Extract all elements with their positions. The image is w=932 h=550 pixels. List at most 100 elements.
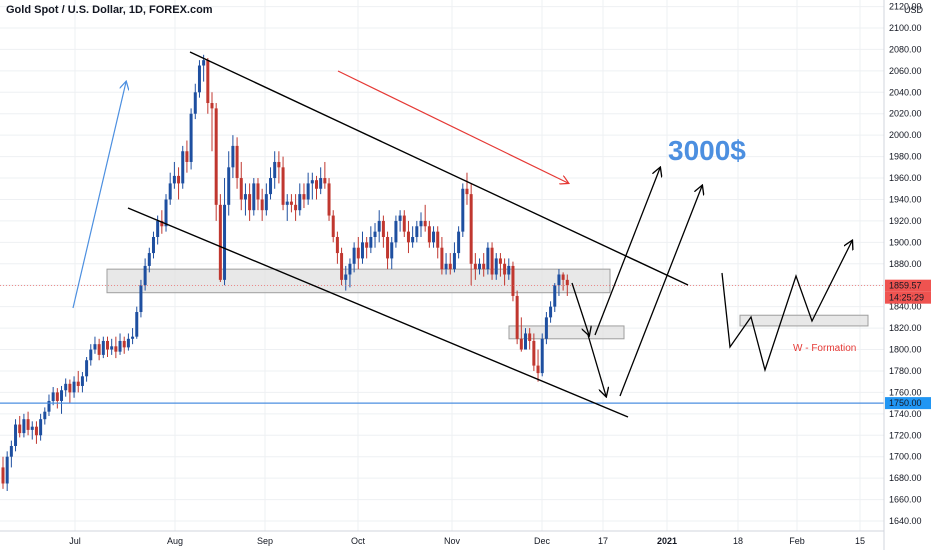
- candle-body: [498, 258, 502, 264]
- y-axis[interactable]: 1640.00 1660.00 1680.00 1700.00 1720.00 1740.…: [883, 0, 924, 550]
- candle-body: [365, 242, 369, 248]
- candle-body: [486, 247, 490, 270]
- chart-title: Gold Spot / U.S. Dollar, 1D, FOREX.com: [6, 4, 213, 16]
- support-zone-small: [508, 325, 625, 340]
- y-tick-label: 1740.00: [889, 409, 922, 419]
- y-tick-label: 2100.00: [889, 23, 922, 33]
- level-badge-bg: [885, 397, 931, 410]
- target-annotation: 3000$: [668, 135, 746, 166]
- candle-body: [85, 360, 89, 377]
- x-tick-label: Oct: [351, 536, 366, 546]
- projection-arrow-1: [571, 282, 589, 335]
- candle-body: [231, 145, 235, 168]
- y-tick-label: 1880.00: [889, 259, 922, 269]
- countdown-badge: 14:25:29: [889, 293, 924, 303]
- x-axis[interactable]: Jul Aug Sep Oct Nov Dec 17 2021 18 Feb 15: [0, 530, 884, 546]
- candle-body: [227, 167, 231, 205]
- candle-body: [164, 199, 168, 227]
- x-tick-label: Feb: [789, 536, 805, 546]
- candle-body: [544, 317, 548, 339]
- candle-body: [93, 344, 97, 350]
- candle-body: [323, 178, 327, 184]
- y-tick-label: 1820.00: [889, 323, 922, 333]
- y-tick-label: 1800.00: [889, 345, 922, 355]
- candle-body: [507, 265, 511, 275]
- countdown-badge-bg: [885, 291, 931, 304]
- candle-body: [536, 365, 540, 374]
- candle-body: [331, 215, 335, 237]
- candle-body: [411, 236, 415, 243]
- y-tick-label: 2060.00: [889, 66, 922, 76]
- candle-body: [64, 383, 68, 391]
- candle-body: [210, 103, 214, 109]
- candle-body: [394, 220, 398, 243]
- candle-body: [177, 175, 181, 184]
- candle-body: [452, 253, 456, 270]
- candle-body: [519, 338, 523, 350]
- candle-body: [369, 236, 373, 248]
- candle-body: [494, 258, 498, 275]
- candle-body: [285, 201, 289, 205]
- candle-body: [315, 180, 318, 189]
- candle-body: [540, 338, 544, 374]
- channel-top-line: [189, 51, 689, 286]
- x-tick-label: 2021: [657, 536, 677, 546]
- candle-body: [151, 236, 155, 254]
- candles: [1, 54, 569, 491]
- projection-arrow-2: [594, 168, 660, 336]
- candle-body: [398, 215, 402, 221]
- candle-body: [34, 426, 38, 436]
- candle-body: [557, 274, 561, 286]
- candle-body: [352, 247, 356, 264]
- candle-body: [457, 231, 461, 254]
- candle-body: [310, 180, 314, 184]
- candle-body: [444, 263, 448, 270]
- candle-body: [22, 419, 26, 434]
- y-tick-label: 1640.00: [889, 516, 922, 526]
- support-resistance-zones: [106, 268, 869, 340]
- candle-body: [436, 231, 440, 248]
- candle-body: [89, 349, 93, 361]
- candle-body: [122, 340, 126, 348]
- candle-body: [294, 204, 298, 211]
- candle-body: [440, 247, 444, 270]
- candle-body: [197, 65, 201, 93]
- x-tick-label: Jul: [69, 536, 81, 546]
- candle-body: [348, 263, 352, 275]
- candle-body: [5, 456, 9, 484]
- candle-body: [181, 151, 185, 184]
- w-formation-path: [721, 241, 852, 373]
- candle-body: [482, 263, 486, 270]
- candle-body: [139, 285, 143, 313]
- candle-body: [101, 340, 105, 355]
- candle-body: [60, 390, 64, 401]
- candle-body: [156, 220, 160, 237]
- candle-body: [76, 381, 80, 386]
- x-tick-label: Aug: [167, 536, 183, 546]
- candle-body: [561, 274, 565, 280]
- level-badge: 1750.00: [889, 398, 922, 408]
- candle-body: [298, 194, 302, 211]
- blue-up-arrow: [72, 82, 126, 309]
- candle-body: [14, 424, 18, 446]
- y-tick-label: 1720.00: [889, 430, 922, 440]
- candle-body: [490, 247, 494, 275]
- candle-body: [202, 60, 206, 66]
- candle-body: [47, 400, 51, 412]
- candle-body: [515, 295, 519, 339]
- candle-body: [97, 344, 101, 355]
- candle-body: [9, 445, 13, 457]
- y-tick-label: 1920.00: [889, 216, 922, 226]
- candle-body: [432, 231, 436, 243]
- y-tick-label: 2020.00: [889, 109, 922, 119]
- y-tick-label: 1940.00: [889, 194, 922, 204]
- candle-body: [344, 274, 348, 280]
- candle-body: [243, 194, 247, 200]
- candle-body: [423, 220, 427, 227]
- candle-body: [118, 340, 122, 352]
- candle-body: [565, 279, 569, 286]
- candle-body: [553, 285, 557, 307]
- candle-body: [206, 60, 210, 104]
- candle-body: [273, 161, 277, 179]
